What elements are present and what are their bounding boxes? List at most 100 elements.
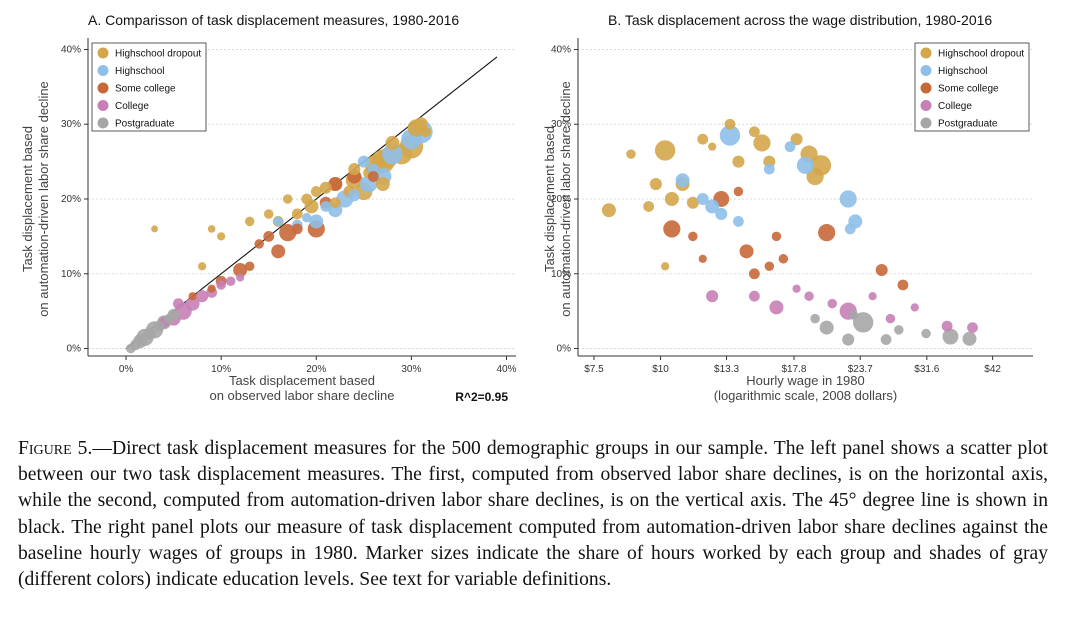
y-axis-label: Task displacement based [542,126,557,272]
legend-marker [97,65,109,76]
data-point [894,325,904,335]
data-point [196,290,209,303]
figure-label: Figure 5. [18,438,93,459]
legend-label: Some college [938,84,999,95]
data-point [626,149,636,159]
y-tick-label: 40% [61,44,81,55]
x-tick-label: $7.5 [584,364,604,375]
data-point [852,312,874,333]
y-tick-label: 0% [557,344,572,355]
data-point [654,140,676,161]
data-point [732,155,745,168]
data-point [664,192,679,206]
data-point [164,313,174,324]
x-tick-label: 30% [401,364,421,375]
legend-label: Highschool dropout [115,49,201,60]
data-point [236,273,245,282]
panel-b: B. Task displacement across the wage dis… [542,12,1033,403]
legend-label: Highschool dropout [938,49,1024,60]
y-axis-label: Task displacement based [20,126,35,272]
data-point [153,320,165,332]
data-point [273,216,283,227]
legend-label: Highschool [115,66,164,77]
data-point [244,216,255,227]
data-point [216,280,226,290]
data-point [643,201,655,212]
data-point [784,141,796,153]
x-tick-label: 20% [306,364,326,375]
legend-label: Highschool [938,66,987,77]
legend-marker [97,117,109,129]
x-tick-label: 40% [496,364,516,375]
x-tick-label: 0% [119,364,134,375]
data-point [806,167,824,186]
x-axis-label: Hourly wage in 1980 [746,373,865,388]
data-point [198,262,207,271]
data-point [705,199,720,214]
x-axis-label: Task displacement based [229,373,375,388]
y-tick-label: 30% [551,119,571,130]
legend-marker [920,47,932,59]
data-point [263,209,274,219]
data-point [810,313,820,324]
data-point [698,254,707,263]
y-axis-label: on automation-driven labor share decline [36,81,51,317]
data-point [753,134,771,152]
legend: Highschool dropout Highschool Some college… [91,42,207,132]
data-point [941,320,953,332]
data-point [739,244,754,259]
data-point [151,225,159,233]
data-point [885,313,896,324]
x-tick-label: 10% [211,364,231,375]
data-point [282,194,293,204]
data-point [143,327,156,340]
data-point [697,133,709,145]
legend-marker [920,100,932,111]
legend-label: College [115,101,149,112]
x-tick-label: $42 [984,364,1001,375]
data-point [309,214,324,229]
data-point [291,223,303,235]
y-tick-label: 10% [61,269,81,280]
legend-label: Postgraduate [115,119,175,130]
data-point [225,276,236,286]
x-tick-label: $17.8 [781,364,806,375]
legend: Highschool dropout Highschool Some college… [914,42,1030,132]
x-tick-label: $10 [652,364,669,375]
y-tick-label: 30% [61,119,81,130]
x-axis-label: (logarithmic scale, 2008 dollars) [714,388,898,403]
data-point [207,284,216,293]
data-point [763,163,775,175]
data-point [733,216,744,227]
data-point [804,291,814,301]
data-point [921,328,931,339]
data-point [357,155,370,168]
data-point [875,263,888,277]
y-tick-label: 0% [67,344,82,355]
data-point [708,142,717,151]
data-point [291,208,303,220]
x-tick-label: $23.7 [848,364,873,375]
data-point [172,298,184,310]
data-point [696,192,709,206]
y-axis-label: on automation-driven labor share decline [558,81,573,317]
data-point [375,177,390,192]
data-point [842,333,855,346]
data-point [188,292,197,301]
caption-text: —Direct task displacement measures for t… [18,438,1049,591]
legend-marker [97,82,109,94]
data-point [719,125,741,146]
data-point [348,189,361,202]
data-point [601,203,616,218]
panel-a: A. Comparisson of task displacement meas… [20,12,517,404]
legend-marker [920,117,932,129]
data-point [217,232,226,241]
y-tick-label: 10% [551,269,571,280]
legend-marker [97,47,109,59]
data-point [769,300,784,315]
data-point [790,133,803,146]
x-tick-label: $31.6 [914,364,939,375]
data-point [329,197,341,209]
data-point [320,201,332,212]
data-point [771,231,782,242]
